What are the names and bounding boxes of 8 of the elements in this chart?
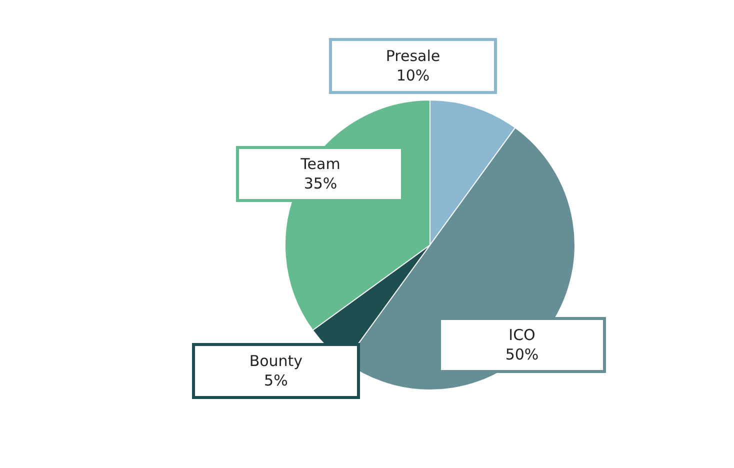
data-label: 10% [396, 66, 430, 84]
slice-label: ICO [508, 326, 536, 344]
slice-label: Team [300, 155, 340, 173]
data-label: 35% [304, 174, 338, 192]
slice-label: Bounty [249, 352, 303, 370]
slice-label: Presale [386, 47, 440, 65]
data-label: 50% [505, 346, 539, 364]
data-label: 5% [264, 372, 288, 390]
